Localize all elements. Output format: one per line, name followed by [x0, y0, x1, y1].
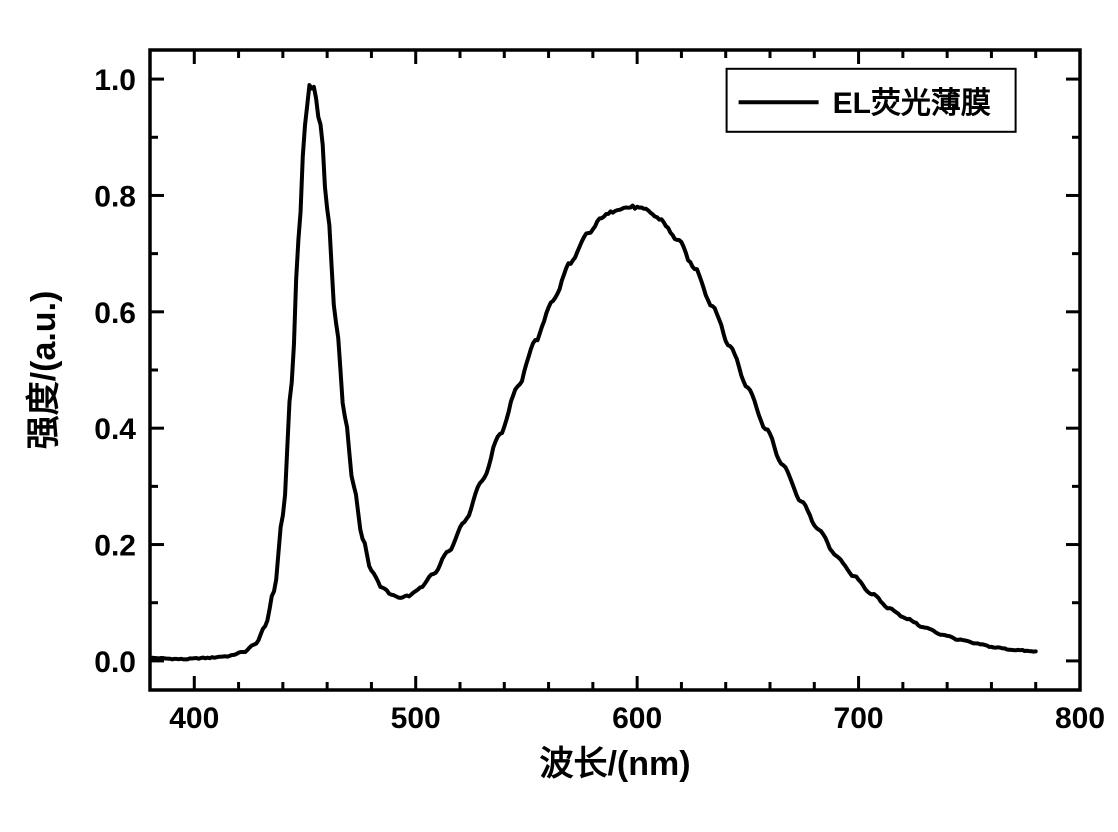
x-tick-label: 700 [834, 702, 884, 735]
y-tick-label: 0.0 [94, 646, 136, 679]
legend-label: EL荧光薄膜 [833, 87, 991, 120]
x-tick-label: 600 [612, 702, 662, 735]
y-tick-label: 0.4 [94, 413, 136, 446]
y-axis-label: 强度/(a.u.) [25, 291, 63, 450]
y-tick-label: 0.2 [94, 530, 136, 563]
x-axis-label: 波长/(nm) [539, 745, 690, 783]
legend: EL荧光薄膜 [727, 69, 1016, 132]
spectrum-chart: 400 500 600 700 800 波长/(nm) 0.0 0.2 0.4 0.6 0.8 1.0… [0, 0, 1118, 832]
y-tick-label: 1.0 [94, 64, 136, 97]
x-tick-label: 400 [169, 702, 219, 735]
x-tick-label: 500 [391, 702, 441, 735]
y-tick-label: 0.6 [94, 297, 136, 330]
y-tick-label: 0.8 [94, 180, 136, 213]
x-tick-label: 800 [1055, 702, 1105, 735]
